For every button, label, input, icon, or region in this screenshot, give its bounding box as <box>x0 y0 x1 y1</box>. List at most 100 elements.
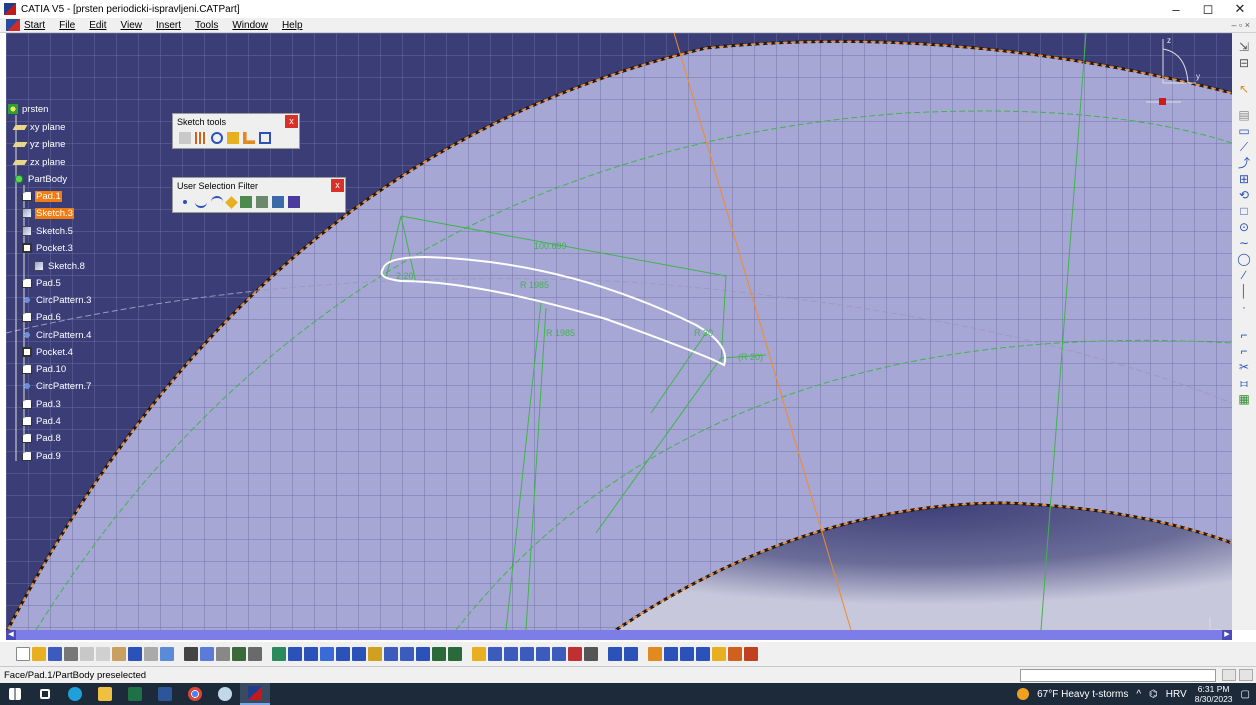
maximize-button[interactable]: ◻ <box>1202 1 1214 16</box>
fit-all-icon[interactable] <box>288 647 302 661</box>
dimension-label-2[interactable]: R 1985 <box>520 280 549 290</box>
table-icon[interactable] <box>216 647 230 661</box>
standard-element-icon[interactable] <box>179 132 191 144</box>
circle-three-point-icon[interactable]: ⟲ <box>1238 188 1250 202</box>
feature-element-filter-icon[interactable] <box>240 196 252 208</box>
corner-icon[interactable]: ⌐ <box>1240 328 1248 342</box>
constraint-icon[interactable]: ⊞ <box>1238 172 1250 186</box>
work-on-support-filter-icon[interactable] <box>288 196 300 208</box>
menu-insert[interactable]: Insert <box>155 19 181 31</box>
taskbar-chrome[interactable] <box>180 683 210 705</box>
visualization-icon[interactable] <box>504 647 518 661</box>
command-input[interactable] <box>1020 668 1216 682</box>
tree-node-circpattern-7[interactable]: CircPattern.7 <box>22 379 92 393</box>
tree-node-circpattern-4[interactable]: CircPattern.4 <box>22 328 92 342</box>
status-button-2[interactable] <box>1239 669 1253 681</box>
dimension-label-1[interactable]: 100.699 <box>534 241 567 251</box>
tree-node-sketch-8[interactable]: Sketch.8 <box>34 259 86 273</box>
scroll-left-arrow-icon[interactable]: ◀ <box>6 630 16 640</box>
taskbar-catia[interactable] <box>240 683 270 705</box>
taskbar-excel[interactable] <box>120 683 150 705</box>
open-file-icon[interactable] <box>32 647 46 661</box>
tree-node-pad-4[interactable]: Pad.4 <box>22 414 62 428</box>
constraints-diagnosis-icon[interactable] <box>536 647 550 661</box>
save-icon[interactable] <box>48 647 62 661</box>
normal-view-icon[interactable] <box>368 647 382 661</box>
boolean-icon[interactable] <box>608 647 622 661</box>
usage-icon[interactable] <box>584 647 598 661</box>
zoom-out-icon[interactable] <box>352 647 366 661</box>
taskbar-app-2[interactable] <box>210 683 240 705</box>
tree-root[interactable]: prsten <box>8 102 49 116</box>
ellipse-icon[interactable]: ◯ <box>1237 252 1251 266</box>
line-icon[interactable]: ∕ <box>1242 268 1245 282</box>
dimension-label-6[interactable]: (R 20) <box>738 352 763 362</box>
tree-node-xy-plane[interactable]: xy plane <box>12 120 66 134</box>
close-button[interactable]: ✕ <box>1234 1 1246 16</box>
language-indicator[interactable]: HRV <box>1165 688 1187 700</box>
toolbar-header[interactable]: User Selection Filter x <box>173 178 345 193</box>
menu-edit[interactable]: Edit <box>89 19 107 31</box>
task-view-button[interactable] <box>30 683 60 705</box>
menu-file[interactable]: File <box>59 19 76 31</box>
weather-text[interactable]: 67°F Heavy t-storms <box>1037 688 1129 700</box>
geometric-constraint-icon[interactable] <box>243 132 255 144</box>
exit-workbench-icon[interactable]: ⇲ <box>1238 40 1250 54</box>
close-icon[interactable]: x <box>285 115 298 128</box>
knowledge-icon[interactable] <box>200 647 214 661</box>
tree-node-pad-10[interactable]: Pad.10 <box>22 362 67 376</box>
formula-icon[interactable] <box>184 647 198 661</box>
cut-part-by-sketch-plane-icon[interactable] <box>488 647 502 661</box>
sketch-icon[interactable]: ⊟ <box>1238 56 1250 70</box>
arc-icon[interactable]: ∼ <box>1238 236 1250 250</box>
tree-node-pad-9[interactable]: Pad.9 <box>22 449 62 463</box>
axis-icon[interactable]: │ <box>1240 284 1248 298</box>
whats-this-icon[interactable] <box>160 647 174 661</box>
close-icon[interactable]: x <box>331 179 344 192</box>
network-icon[interactable]: ⌬ <box>1149 688 1158 700</box>
transform-icon[interactable] <box>624 647 638 661</box>
tree-node-pad-8[interactable]: Pad.8 <box>22 431 62 445</box>
construction-element-icon[interactable] <box>227 132 239 144</box>
menu-view[interactable]: View <box>120 19 142 31</box>
compass-handle[interactable] <box>1159 98 1166 105</box>
scroll-right-arrow-icon[interactable]: ▶ <box>1222 630 1232 640</box>
snap-to-point-icon[interactable] <box>211 132 223 144</box>
undo-icon[interactable] <box>128 647 142 661</box>
spline-icon[interactable]: ⤴ <box>1237 156 1250 170</box>
rotate-icon[interactable] <box>320 647 334 661</box>
hide-show-icon[interactable] <box>432 647 446 661</box>
circle-icon[interactable]: ⊙ <box>1238 220 1250 234</box>
insert-geometrical-set-icon[interactable] <box>696 647 710 661</box>
3d-viewport[interactable]: 100.699 R 1985 R 1985 2.20 R 30 (R 20) z… <box>6 33 1232 630</box>
tree-node-pocket-4[interactable]: Pocket.4 <box>22 345 74 359</box>
thread-icon[interactable] <box>712 647 726 661</box>
dimensional-constraint-icon[interactable] <box>259 132 271 144</box>
grid-icon[interactable] <box>195 132 207 144</box>
start-menu-icon[interactable] <box>6 19 20 31</box>
taskbar-edge[interactable] <box>60 683 90 705</box>
chevron-up-icon[interactable]: ^ <box>1136 688 1142 700</box>
document-window-controls[interactable]: – ▫ × <box>1231 20 1250 30</box>
tree-node-pad-5[interactable]: Pad.5 <box>22 276 62 290</box>
menu-help[interactable]: Help <box>281 19 303 31</box>
curve-filter-icon[interactable] <box>195 196 207 208</box>
geometrical-element-filter-icon[interactable] <box>256 196 268 208</box>
mirror-icon[interactable]: ⧦ <box>1240 376 1248 390</box>
taskbar-explorer[interactable] <box>90 683 120 705</box>
menu-tools[interactable]: Tools <box>195 19 219 31</box>
tree-node-sketch-3[interactable]: Sketch.3 <box>22 206 74 220</box>
volume-filter-icon[interactable] <box>225 195 238 209</box>
surface-filter-icon[interactable] <box>211 196 223 208</box>
isometric-view-icon[interactable] <box>400 647 414 661</box>
clock[interactable]: 6:31 PM 8/30/2023 <box>1195 684 1233 704</box>
dimension-label-3[interactable]: R 1985 <box>546 328 575 338</box>
menu-window[interactable]: Window <box>232 19 268 31</box>
measure-icon[interactable] <box>232 647 246 661</box>
pen-icon[interactable] <box>568 647 582 661</box>
redo-icon[interactable] <box>144 647 158 661</box>
material-icon[interactable] <box>648 647 662 661</box>
point-icon[interactable]: · <box>1242 300 1246 314</box>
quick-select-icon[interactable] <box>272 196 284 208</box>
dimension-label-5[interactable]: R 30 <box>694 328 713 338</box>
